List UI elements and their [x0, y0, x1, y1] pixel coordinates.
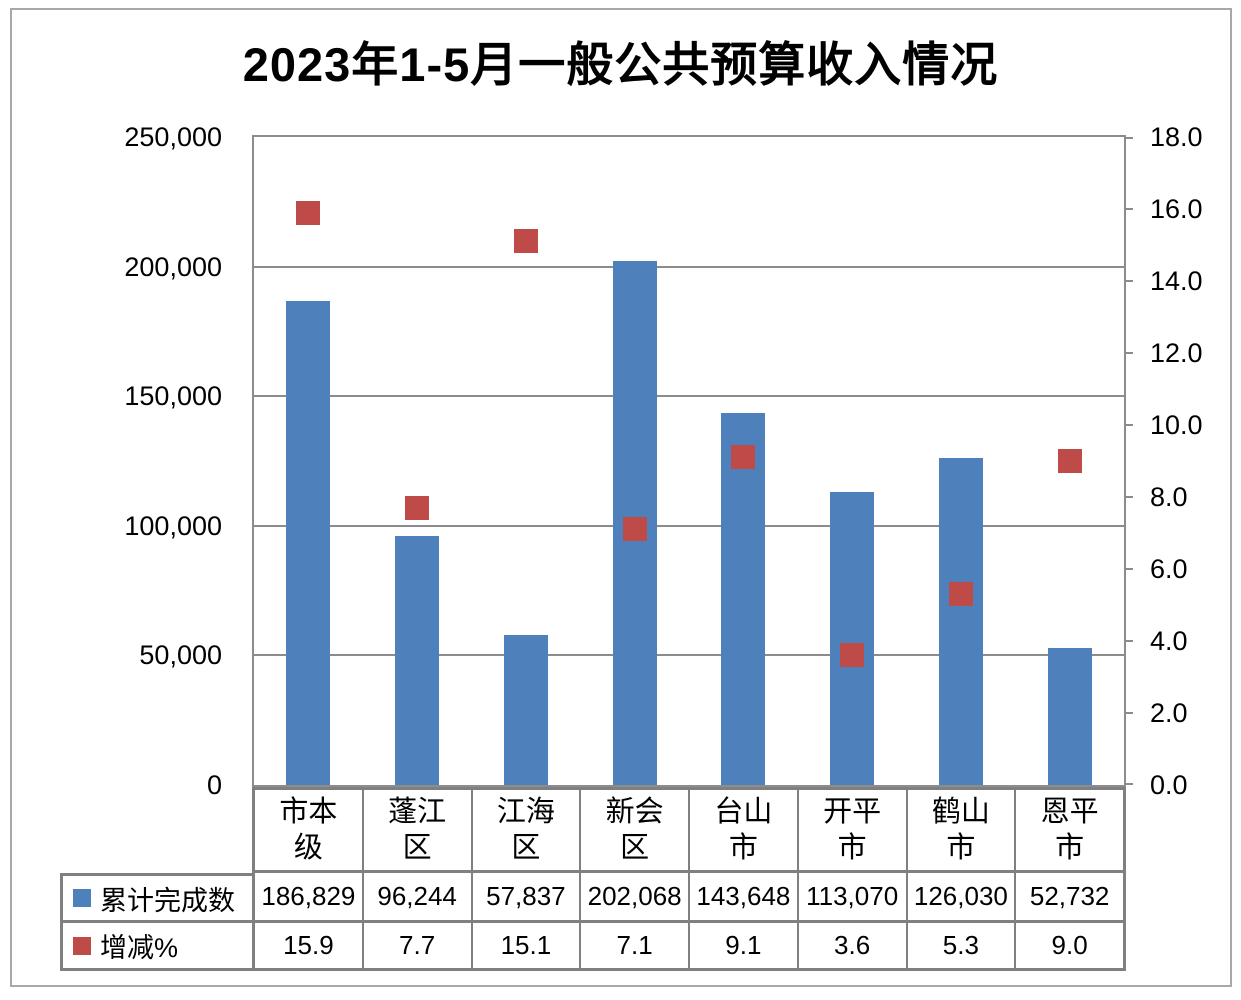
table-value-cell: 126,030 — [908, 873, 1017, 920]
table-value-cell: 15.9 — [255, 923, 364, 968]
table-value-cell: 113,070 — [799, 873, 908, 920]
category-header-cell: 新会区 — [581, 790, 690, 870]
right-axis-tick-label: 0.0 — [1150, 770, 1188, 800]
left-axis-tick-label: 100,000 — [124, 510, 222, 541]
table-value-cell: 202,068 — [581, 873, 690, 920]
bar-cumulative-total — [395, 535, 440, 785]
category-label-line: 区 — [402, 832, 432, 864]
left-axis-tick-label: 0 — [206, 770, 222, 800]
category-header-cell: 江海区 — [473, 790, 582, 870]
category-label-line: 蓬江 — [388, 796, 447, 828]
category-label-line: 台山 — [714, 796, 773, 828]
right-axis-tick-label: 10.0 — [1150, 410, 1203, 440]
table-value-cell: 96,244 — [364, 873, 473, 920]
table-row-header-marker-series: 增减% — [60, 923, 255, 971]
table-value-cell: 143,648 — [690, 873, 799, 920]
right-axis-tick-label: 2.0 — [1150, 698, 1188, 728]
table-row-marker-values: 15.9 7.7 15.1 7.1 9.1 3.6 5.3 9.0 — [252, 923, 1126, 971]
table-value-cell: 15.1 — [473, 923, 582, 968]
marker-growth-percent — [840, 643, 865, 668]
category-header-cell: 台山市 — [690, 790, 799, 870]
right-axis-tick — [1124, 352, 1133, 354]
table-row-header-bar-series: 累计完成数 — [60, 873, 255, 923]
right-axis-tick — [1124, 568, 1133, 570]
category-label-line: 市 — [837, 832, 867, 864]
table-value-cell: 186,829 — [255, 873, 364, 920]
marker-growth-percent — [296, 200, 321, 225]
category-label-line: 区 — [620, 832, 650, 864]
bar-cumulative-total — [286, 300, 331, 785]
bar-cumulative-total — [721, 412, 766, 785]
left-axis-tick-label: 200,000 — [124, 251, 222, 282]
horizontal-gridline — [254, 524, 1124, 527]
left-axis-tick-label: 250,000 — [124, 122, 222, 152]
category-label-line: 新会 — [605, 796, 664, 828]
category-header-cell: 市本级 — [255, 790, 364, 870]
marker-growth-percent — [405, 495, 430, 520]
table-row-bar-values: 186,829 96,244 57,837 202,068 143,648 113,070… — [252, 873, 1126, 923]
horizontal-gridline — [254, 395, 1124, 398]
right-axis-tick-label: 18.0 — [1150, 122, 1203, 152]
bar-cumulative-total — [1047, 648, 1092, 785]
right-axis-tick — [1124, 640, 1133, 642]
right-axis-tick — [1124, 137, 1133, 139]
table-value-cell: 3.6 — [799, 923, 908, 968]
category-header-cell: 蓬江区 — [364, 790, 473, 870]
category-label-line: 市 — [946, 832, 976, 864]
left-axis-tick-label: 150,000 — [124, 381, 222, 412]
category-label-line: 区 — [511, 832, 541, 864]
category-label-line: 市 — [1055, 832, 1085, 864]
right-axis-tick-label: 12.0 — [1150, 338, 1203, 368]
right-axis-tick-label: 4.0 — [1150, 626, 1188, 656]
bar-series-legend-swatch — [73, 889, 91, 907]
right-axis-tick-label: 6.0 — [1150, 554, 1188, 584]
right-axis-tick — [1124, 496, 1133, 498]
right-axis-tick — [1124, 208, 1133, 210]
category-header-cell: 恩平市 — [1016, 790, 1123, 870]
plot-area — [252, 135, 1133, 787]
right-axis-tick-label: 8.0 — [1150, 482, 1188, 512]
bar-cumulative-total — [830, 491, 875, 785]
category-label-line: 恩平 — [1040, 796, 1099, 828]
chart-title: 2023年1-5月一般公共预算收入情况 — [242, 38, 999, 91]
category-label-line: 鹤山 — [931, 796, 990, 828]
bar-cumulative-total — [503, 635, 548, 785]
marker-series-label: 增减% — [100, 933, 179, 963]
right-axis-tick-label: 16.0 — [1150, 194, 1203, 224]
right-axis-tick — [1124, 712, 1133, 714]
marker-growth-percent — [622, 517, 647, 542]
marker-growth-percent — [1057, 449, 1082, 473]
left-axis-tick-label: 50,000 — [139, 640, 222, 671]
marker-growth-percent — [731, 445, 756, 470]
category-label-line: 开平 — [823, 796, 882, 828]
table-value-cell: 7.7 — [364, 923, 473, 968]
table-value-cell: 5.3 — [908, 923, 1017, 968]
category-label-line: 江海 — [496, 796, 555, 828]
marker-series-legend-swatch — [73, 936, 91, 955]
category-header-cell: 鹤山市 — [908, 790, 1017, 870]
table-value-cell: 57,837 — [473, 873, 582, 920]
category-header-row: 市本级蓬江区江海区新会区台山市开平市鹤山市恩平市 — [252, 787, 1126, 873]
category-label-line: 市本 — [279, 796, 338, 828]
marker-growth-percent — [513, 229, 538, 254]
bar-cumulative-total — [938, 458, 983, 785]
horizontal-gridline — [254, 654, 1124, 657]
table-value-cell: 7.1 — [581, 923, 690, 968]
right-axis-tick — [1124, 783, 1133, 785]
category-label-line: 级 — [293, 832, 323, 864]
bar-series-label: 累计完成数 — [100, 885, 235, 916]
table-value-cell: 9.1 — [690, 923, 799, 968]
category-header-cell: 开平市 — [799, 790, 908, 870]
horizontal-gridline — [254, 265, 1124, 268]
right-axis-tick — [1124, 424, 1133, 426]
right-axis-tick-label: 14.0 — [1150, 266, 1203, 296]
table-value-cell: 52,732 — [1029, 881, 1110, 911]
marker-growth-percent — [948, 582, 973, 607]
category-label-line: 市 — [728, 832, 758, 864]
right-axis-tick — [1124, 280, 1133, 282]
table-value-cell: 9.0 — [1051, 930, 1088, 960]
